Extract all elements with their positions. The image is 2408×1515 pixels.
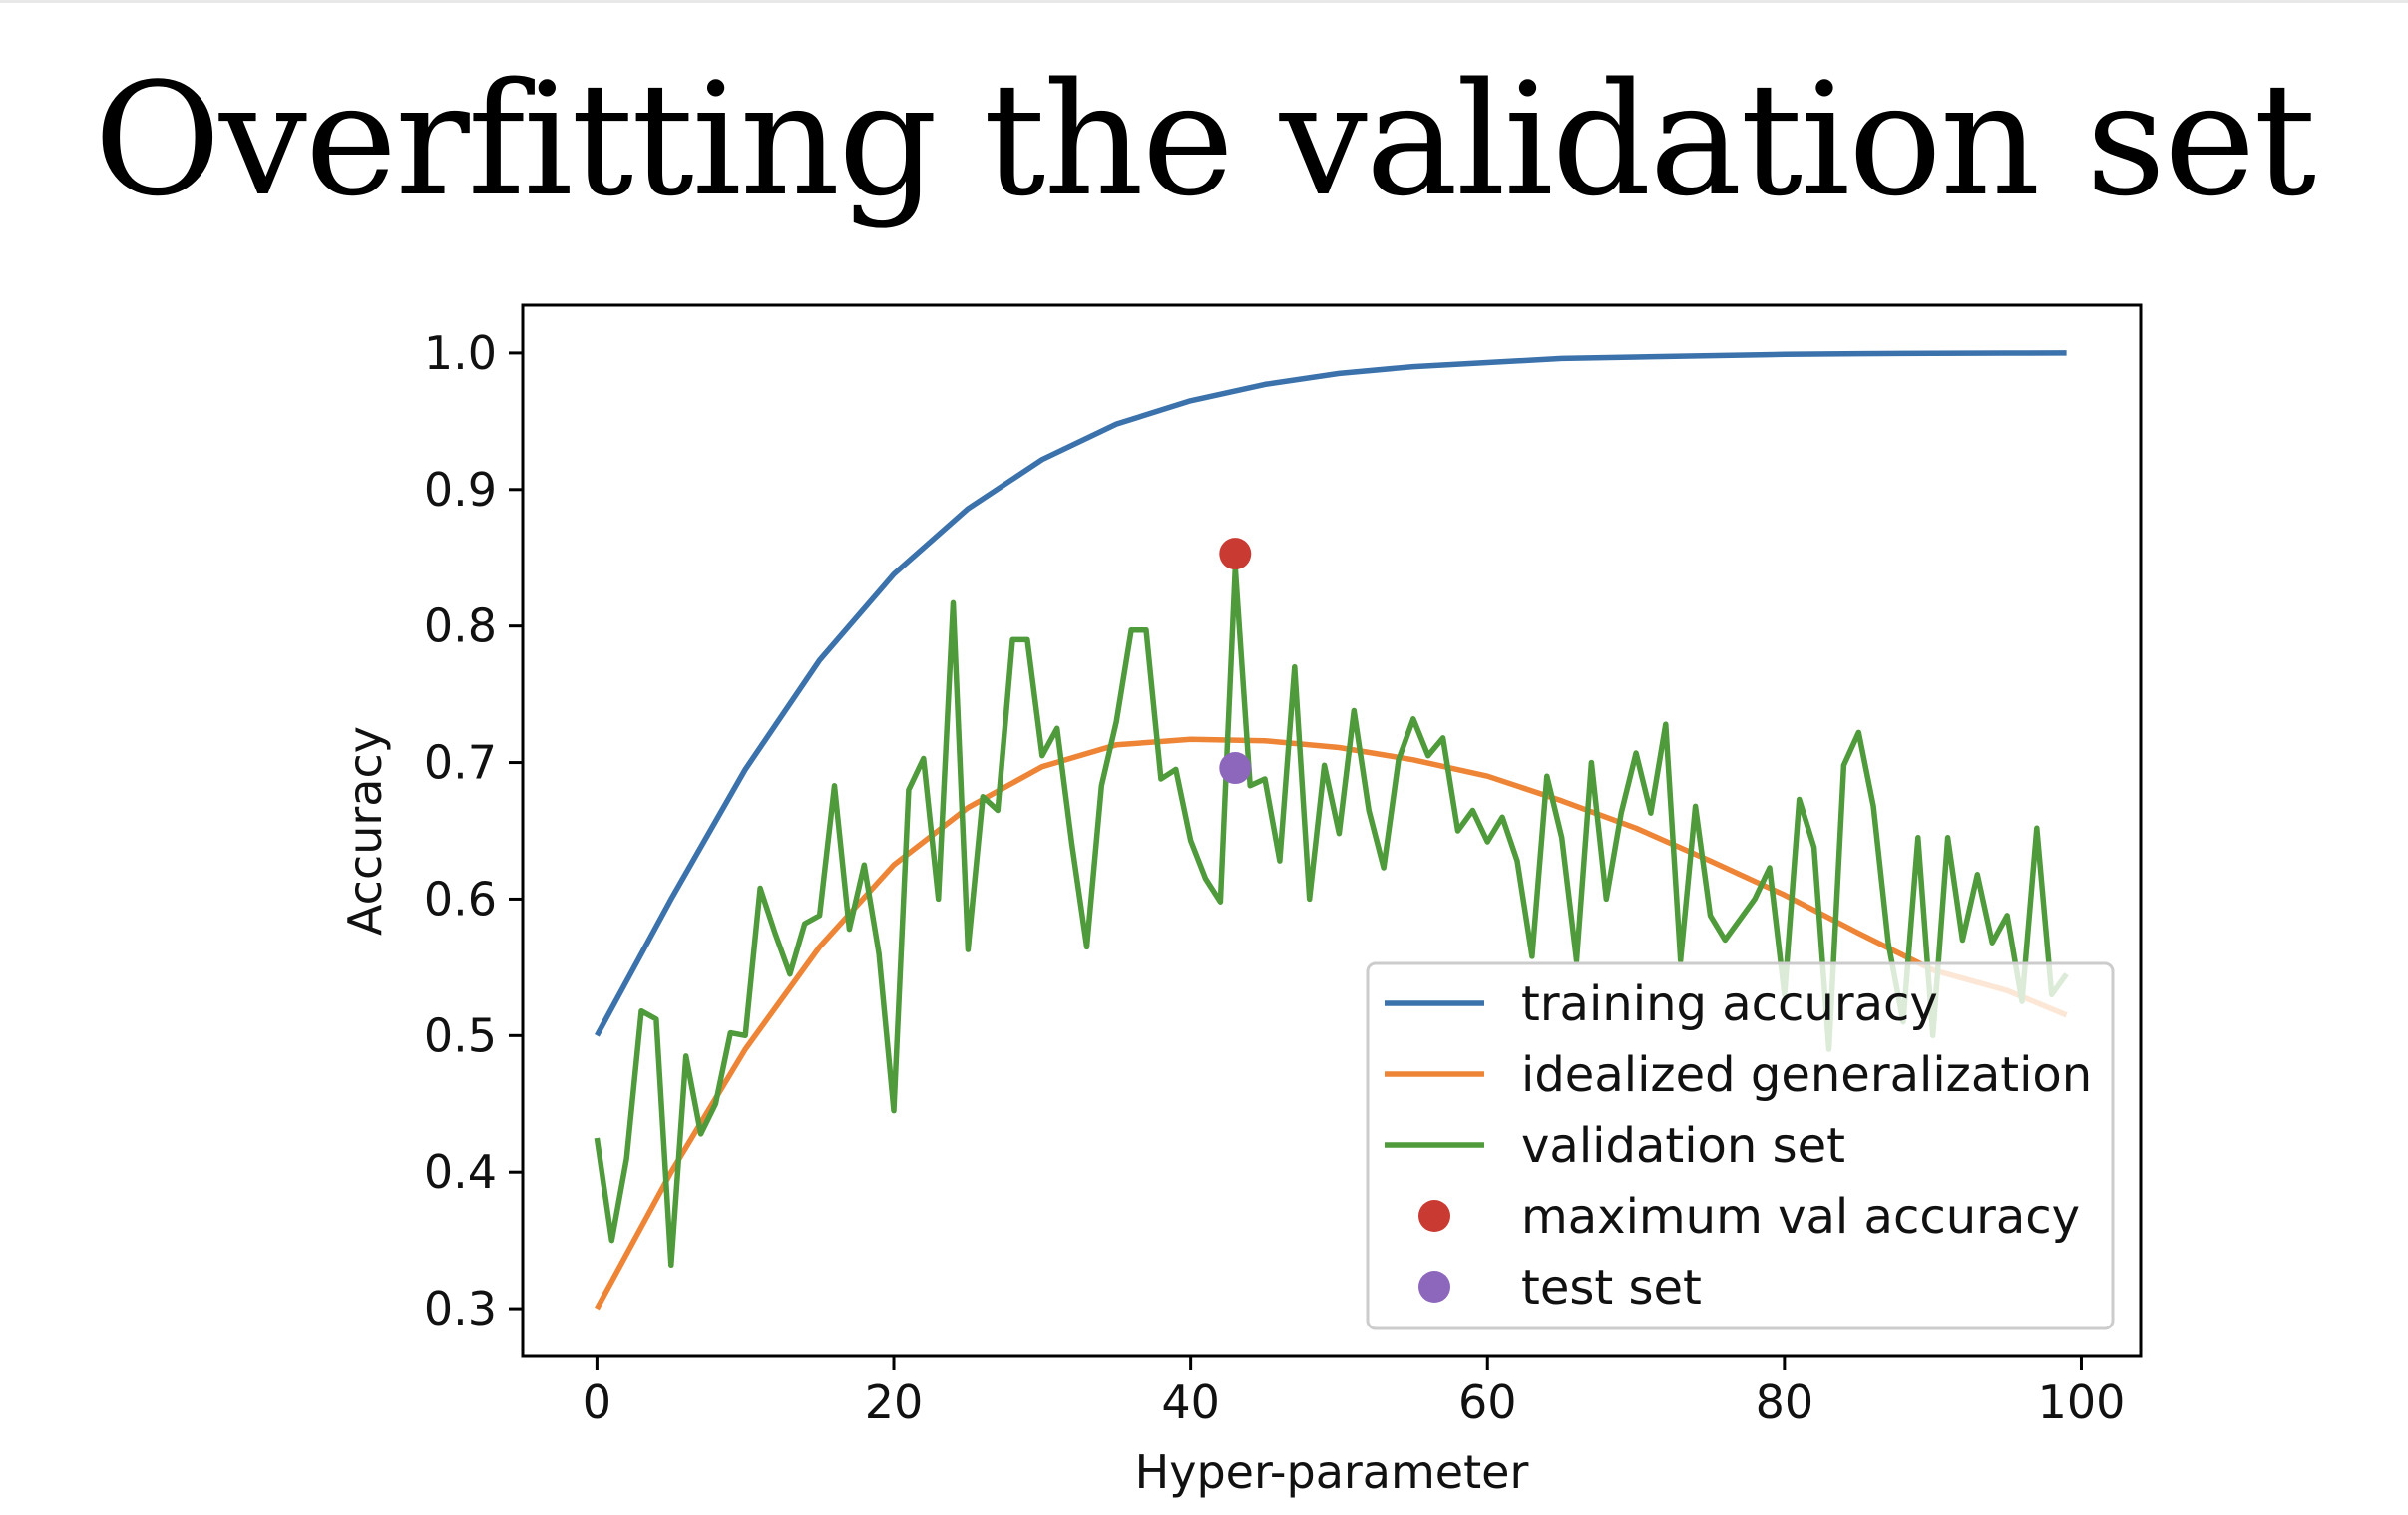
x-tick-label: 40 (1161, 1375, 1220, 1429)
x-tick-label: 0 (583, 1375, 611, 1429)
y-tick-label: 1.0 (424, 326, 497, 380)
training-accuracy-legend-label: training accuracy (1521, 976, 1938, 1032)
x-tick-label: 80 (1756, 1375, 1814, 1429)
test-set-legend-swatch (1418, 1271, 1450, 1303)
x-tick-label: 60 (1458, 1375, 1517, 1429)
x-axis: 0 20 40 60 80 100 (583, 1356, 2126, 1429)
y-tick-label: 0.6 (424, 872, 497, 926)
legend: training accuracy idealized generalizatio… (1366, 961, 2115, 1330)
maximum-val-accuracy-legend-label: maximum val accuracy (1521, 1189, 2080, 1245)
test-set-legend-label: test set (1521, 1260, 1702, 1316)
slide-title: Overfitting the validation set (93, 49, 2316, 230)
y-tick-label: 0.4 (424, 1145, 497, 1199)
maximum-val-accuracy-legend-swatch (1418, 1200, 1450, 1232)
y-tick-label: 0.5 (424, 1008, 497, 1062)
maximum-val-accuracy-point (1219, 538, 1252, 570)
idealized-generalization-legend-label: idealized generalization (1521, 1047, 2092, 1103)
legend-box (1366, 961, 2115, 1330)
training-accuracy-line (594, 350, 2067, 1037)
test-set-point (1219, 752, 1252, 785)
plot-area (594, 350, 2069, 1311)
y-axis-label: Accuracy (338, 726, 392, 936)
x-tick-label: 100 (2038, 1375, 2126, 1429)
validation-set-line (594, 565, 2069, 1269)
top-rule (0, 0, 2408, 3)
y-tick-label: 0.3 (424, 1282, 497, 1335)
x-tick-label: 20 (865, 1375, 924, 1429)
y-tick-label: 0.8 (424, 599, 497, 653)
y-axis: 0.3 0.4 0.5 0.6 0.7 0.8 0.9 1.0 (424, 326, 523, 1335)
y-tick-label: 0.7 (424, 736, 497, 790)
x-axis-label: Hyper-parameter (1135, 1445, 1529, 1499)
plot-frame (521, 303, 2143, 1358)
y-tick-label: 0.9 (424, 463, 497, 517)
validation-set-legend-label: validation set (1521, 1118, 1845, 1174)
